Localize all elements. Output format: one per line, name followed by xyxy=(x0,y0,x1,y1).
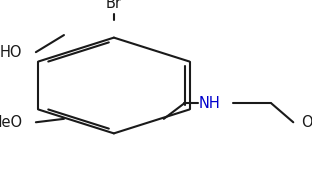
Text: MeO: MeO xyxy=(0,115,22,130)
Text: HO: HO xyxy=(0,45,22,60)
Text: OH: OH xyxy=(301,115,312,130)
Text: Br: Br xyxy=(106,0,122,11)
Text: NH: NH xyxy=(199,96,221,111)
